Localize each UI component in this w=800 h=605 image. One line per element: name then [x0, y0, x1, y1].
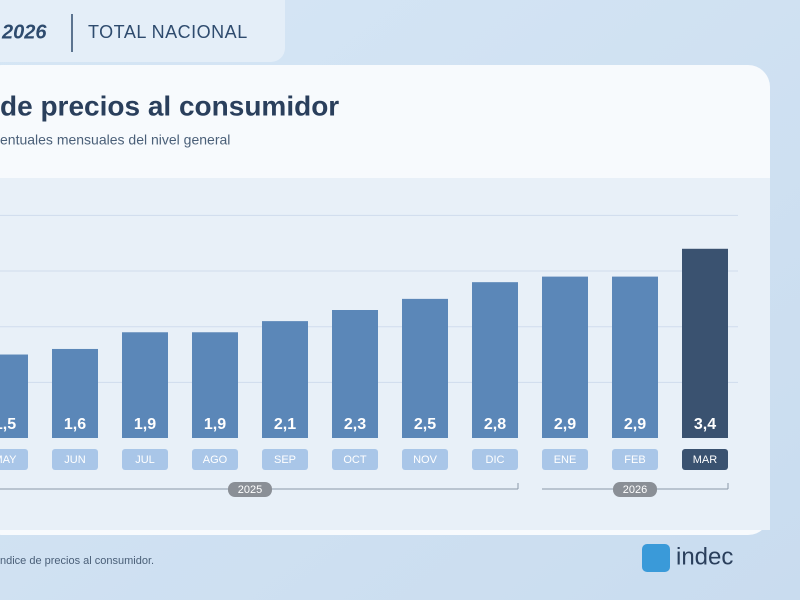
value-label: 2,3 [344, 416, 366, 433]
logo-icon [642, 544, 670, 572]
x-tick-label: FEB [624, 454, 645, 466]
x-tick-label: ENE [554, 454, 577, 466]
bar [682, 248, 728, 438]
x-tick-label: JUN [64, 454, 85, 466]
bar [472, 282, 518, 438]
bar [332, 310, 378, 438]
x-tick-label: MAR [693, 454, 718, 466]
header-box [0, 0, 285, 62]
bar [122, 332, 168, 438]
header-period: 2026 [1, 21, 47, 43]
chart-subtitle: entuales mensuales del nivel general [0, 132, 230, 148]
bar [0, 354, 28, 438]
category-pill [402, 449, 448, 470]
bar [262, 321, 308, 438]
bar [402, 298, 448, 438]
value-label: 1,9 [134, 416, 156, 433]
footer-source: ndice de precios al consumidor. [0, 555, 154, 567]
value-label: 2,1 [274, 416, 296, 433]
x-tick-label: SEP [274, 454, 296, 466]
value-label: 3,4 [694, 416, 716, 433]
category-pill [612, 449, 658, 470]
x-tick-label: NOV [413, 454, 438, 466]
value-label: 1,6 [64, 416, 86, 433]
category-pill [52, 449, 98, 470]
value-label: 1,9 [204, 416, 226, 433]
value-label: 2,8 [484, 416, 506, 433]
category-pill [192, 449, 238, 470]
year-pill [228, 482, 272, 497]
bar [192, 332, 238, 438]
x-tick-label: MAY [0, 454, 17, 466]
bar [52, 348, 98, 438]
chart-title: de precios al consumidor [0, 90, 339, 121]
category-pill [332, 449, 378, 470]
category-pill [0, 449, 28, 470]
category-pill [682, 449, 728, 470]
year-label: 2026 [623, 484, 647, 496]
year-pill [613, 482, 657, 497]
x-tick-label: JUL [135, 454, 155, 466]
value-label: 2,5 [414, 416, 436, 433]
logo-text: indec [676, 543, 733, 570]
bar [542, 276, 588, 438]
value-label: 2,9 [554, 416, 576, 433]
category-pill [542, 449, 588, 470]
bar [612, 276, 658, 438]
category-pill [472, 449, 518, 470]
x-tick-label: OCT [343, 454, 367, 466]
category-pill [122, 449, 168, 470]
year-label: 2025 [238, 484, 262, 496]
category-pill [262, 449, 308, 470]
x-tick-label: DIC [486, 454, 505, 466]
header-scope: TOTAL NACIONAL [88, 22, 248, 42]
value-label: 1,5 [0, 416, 16, 433]
x-tick-label: AGO [203, 454, 228, 466]
value-label: 2,9 [624, 416, 646, 433]
